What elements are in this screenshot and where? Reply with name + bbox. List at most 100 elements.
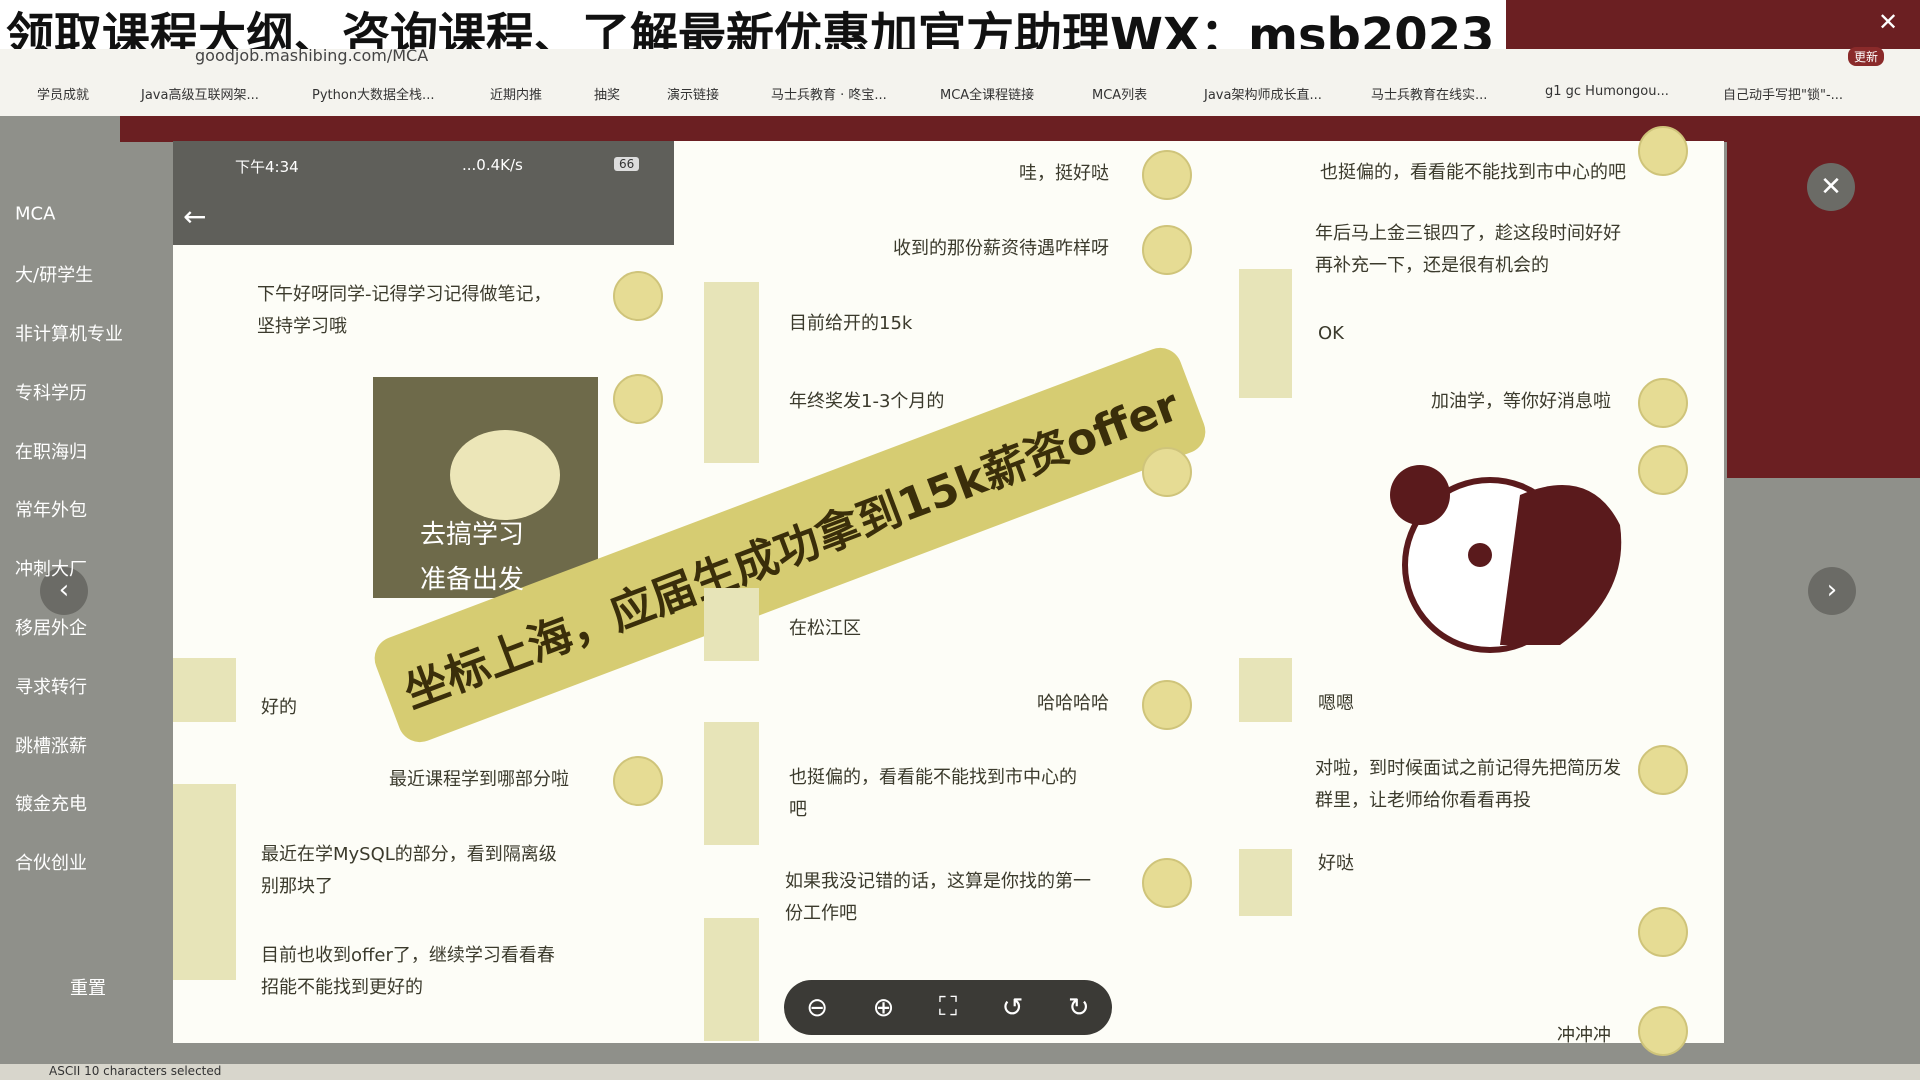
message-line: 再补充一下，还是很有机会的 bbox=[1315, 255, 1549, 276]
chat-message: 最近课程学到哪部分啦 bbox=[389, 764, 569, 796]
update-button[interactable]: 更新 bbox=[1848, 47, 1885, 66]
chat-message: 下午好呀同学-记得学习记得做笔记， 坚持学习哦 bbox=[257, 279, 552, 343]
url[interactable]: goodjob.mashibing.com/MCA bbox=[195, 46, 429, 65]
chat-message: 在松江区 bbox=[789, 613, 861, 645]
message-line: 下午好呀同学-记得学习记得做笔记， bbox=[257, 284, 552, 305]
status-text: ASCII 10 characters selected bbox=[49, 1064, 222, 1078]
phone-battery: 66 bbox=[614, 157, 640, 171]
avatar bbox=[613, 756, 663, 806]
message-line: 哇，挺好哒 bbox=[1019, 163, 1109, 184]
message-line: 加油学，等你好消息啦 bbox=[1431, 391, 1611, 412]
message-line: 如果我没记错的话，这算是你找的第一 bbox=[785, 871, 1091, 892]
bookmark: 马士兵教育在线实... bbox=[1371, 88, 1488, 103]
chat-message: OK bbox=[1318, 318, 1344, 350]
message-line: 对啦，到时候面试之前记得先把简历发 bbox=[1315, 758, 1621, 779]
page-band bbox=[120, 116, 1920, 142]
message-line: 哈哈哈哈 bbox=[1037, 693, 1109, 714]
bookmark: MCA列表 bbox=[1092, 88, 1148, 103]
chat-message: 好哒 bbox=[1318, 848, 1354, 880]
message-line: 嗯嗯 bbox=[1318, 693, 1354, 714]
sticker-face bbox=[450, 430, 560, 520]
message-line: 好的 bbox=[261, 697, 297, 718]
next-image[interactable]: › bbox=[1808, 567, 1856, 615]
placeholder-block bbox=[704, 722, 759, 845]
message-line: 别那块了 bbox=[261, 876, 333, 897]
message-line: 也挺偏的，看看能不能找到市中心的吧 bbox=[1320, 162, 1626, 183]
tab-strip bbox=[1506, 0, 1920, 49]
chat-message: 目前给开的15k bbox=[789, 308, 912, 340]
bookmark: g1 gc Humongou... bbox=[1545, 84, 1669, 99]
avatar bbox=[1142, 447, 1192, 497]
placeholder-block bbox=[1239, 849, 1292, 916]
avatar bbox=[1638, 378, 1688, 428]
avatar bbox=[1142, 858, 1192, 908]
sidebar-item: MCA bbox=[15, 203, 56, 225]
placeholder-block bbox=[1239, 269, 1292, 398]
status-bar bbox=[0, 1064, 1920, 1080]
avatar bbox=[613, 271, 663, 321]
chat-message: 哇，挺好哒 bbox=[1019, 158, 1109, 190]
rotate-right[interactable]: ↻ bbox=[1067, 992, 1090, 1023]
placeholder-block bbox=[704, 588, 759, 661]
sidebar-item: 大/研学生 bbox=[15, 265, 94, 286]
bookmark: 自己动手写把"锁"-... bbox=[1723, 88, 1844, 103]
chat-message: 好的 bbox=[261, 692, 297, 724]
placeholder-block bbox=[173, 784, 236, 980]
message-line: 年后马上金三银四了，趁这段时间好好 bbox=[1315, 223, 1621, 244]
message-line: 份工作吧 bbox=[785, 903, 857, 924]
fit[interactable]: ⛶ bbox=[938, 992, 958, 1022]
chat-message: 哈哈哈哈 bbox=[1037, 688, 1109, 720]
sidebar-item: 跳槽涨薪 bbox=[15, 736, 87, 757]
chat-message: 对啦，到时候面试之前记得先把简历发 群里，让老师给你看看再投 bbox=[1315, 753, 1621, 817]
chat-message: 加油学，等你好消息啦 bbox=[1431, 386, 1611, 418]
placeholder-block bbox=[704, 918, 759, 1041]
avatar bbox=[1638, 445, 1688, 495]
bookmark: Python大数据全栈... bbox=[312, 88, 435, 103]
placeholder-block bbox=[1239, 658, 1292, 722]
message-line: 冲冲冲 bbox=[1557, 1025, 1611, 1046]
message-line: 坚持学习哦 bbox=[257, 316, 347, 337]
sidebar-item: 镀金充电 bbox=[15, 794, 87, 815]
sidebar-item: 寻求转行 bbox=[15, 677, 87, 698]
phone-time: 下午4:34 bbox=[235, 158, 299, 176]
sidebar-item: 在职海归 bbox=[15, 442, 87, 463]
message-line: 目前也收到offer了，继续学习看看春 bbox=[261, 945, 555, 966]
chat-message: 年终奖发1-3个月的 bbox=[789, 386, 944, 418]
avatar bbox=[1142, 150, 1192, 200]
message-line: 最近在学MySQL的部分，看到隔离级 bbox=[261, 844, 557, 865]
avatar bbox=[1638, 126, 1688, 176]
phone-header bbox=[173, 141, 674, 245]
rotate-left[interactable]: ↺ bbox=[1001, 992, 1024, 1023]
panda-heart bbox=[1500, 485, 1622, 645]
image-toolbar: ⊖ ⊕ ⛶ ↺ ↻ bbox=[784, 980, 1112, 1035]
sidebar-item: 常年外包 bbox=[15, 500, 87, 521]
message-line: 目前给开的15k bbox=[789, 313, 913, 334]
message-line: 也挺偏的，看看能不能找到市中心的 bbox=[789, 767, 1077, 788]
avatar bbox=[1638, 907, 1688, 957]
message-line: 年终奖发1-3个月的 bbox=[789, 391, 945, 412]
chat-message: 嗯嗯 bbox=[1318, 688, 1354, 720]
chat-message: 收到的那份薪资待遇咋样呀 bbox=[893, 233, 1109, 265]
window-close[interactable]: ✕ bbox=[1878, 8, 1899, 36]
bookmark: 演示链接 bbox=[667, 88, 720, 103]
placeholder-block bbox=[173, 658, 236, 722]
sidebar-item: 合伙创业 bbox=[15, 853, 87, 874]
viewer-close[interactable]: ✕ bbox=[1807, 163, 1855, 211]
message-line: 群里，让老师给你看看再投 bbox=[1315, 790, 1531, 811]
chat-message: 年后马上金三银四了，趁这段时间好好 再补充一下，还是很有机会的 bbox=[1315, 218, 1621, 282]
avatar bbox=[1638, 745, 1688, 795]
chat-message: 目前也收到offer了，继续学习看看春 招能不能找到更好的 bbox=[261, 940, 555, 1004]
zoom-in[interactable]: ⊕ bbox=[872, 992, 895, 1023]
back-arrow[interactable]: ← bbox=[183, 200, 207, 233]
sticker-text: 准备出发 bbox=[420, 565, 525, 595]
message-line: 最近课程学到哪部分啦 bbox=[389, 769, 569, 790]
message-line: 吧 bbox=[789, 799, 807, 820]
message-line: 收到的那份薪资待遇咋样呀 bbox=[893, 238, 1109, 259]
placeholder-block bbox=[704, 282, 759, 463]
sidebar-item: 专科学历 bbox=[15, 383, 87, 404]
zoom-out[interactable]: ⊖ bbox=[806, 992, 829, 1023]
bookmark: 马士兵教育 · 咚宝... bbox=[771, 88, 887, 103]
prev-image[interactable]: ‹ bbox=[40, 567, 88, 615]
chat-message: 最近在学MySQL的部分，看到隔离级 别那块了 bbox=[261, 839, 557, 903]
